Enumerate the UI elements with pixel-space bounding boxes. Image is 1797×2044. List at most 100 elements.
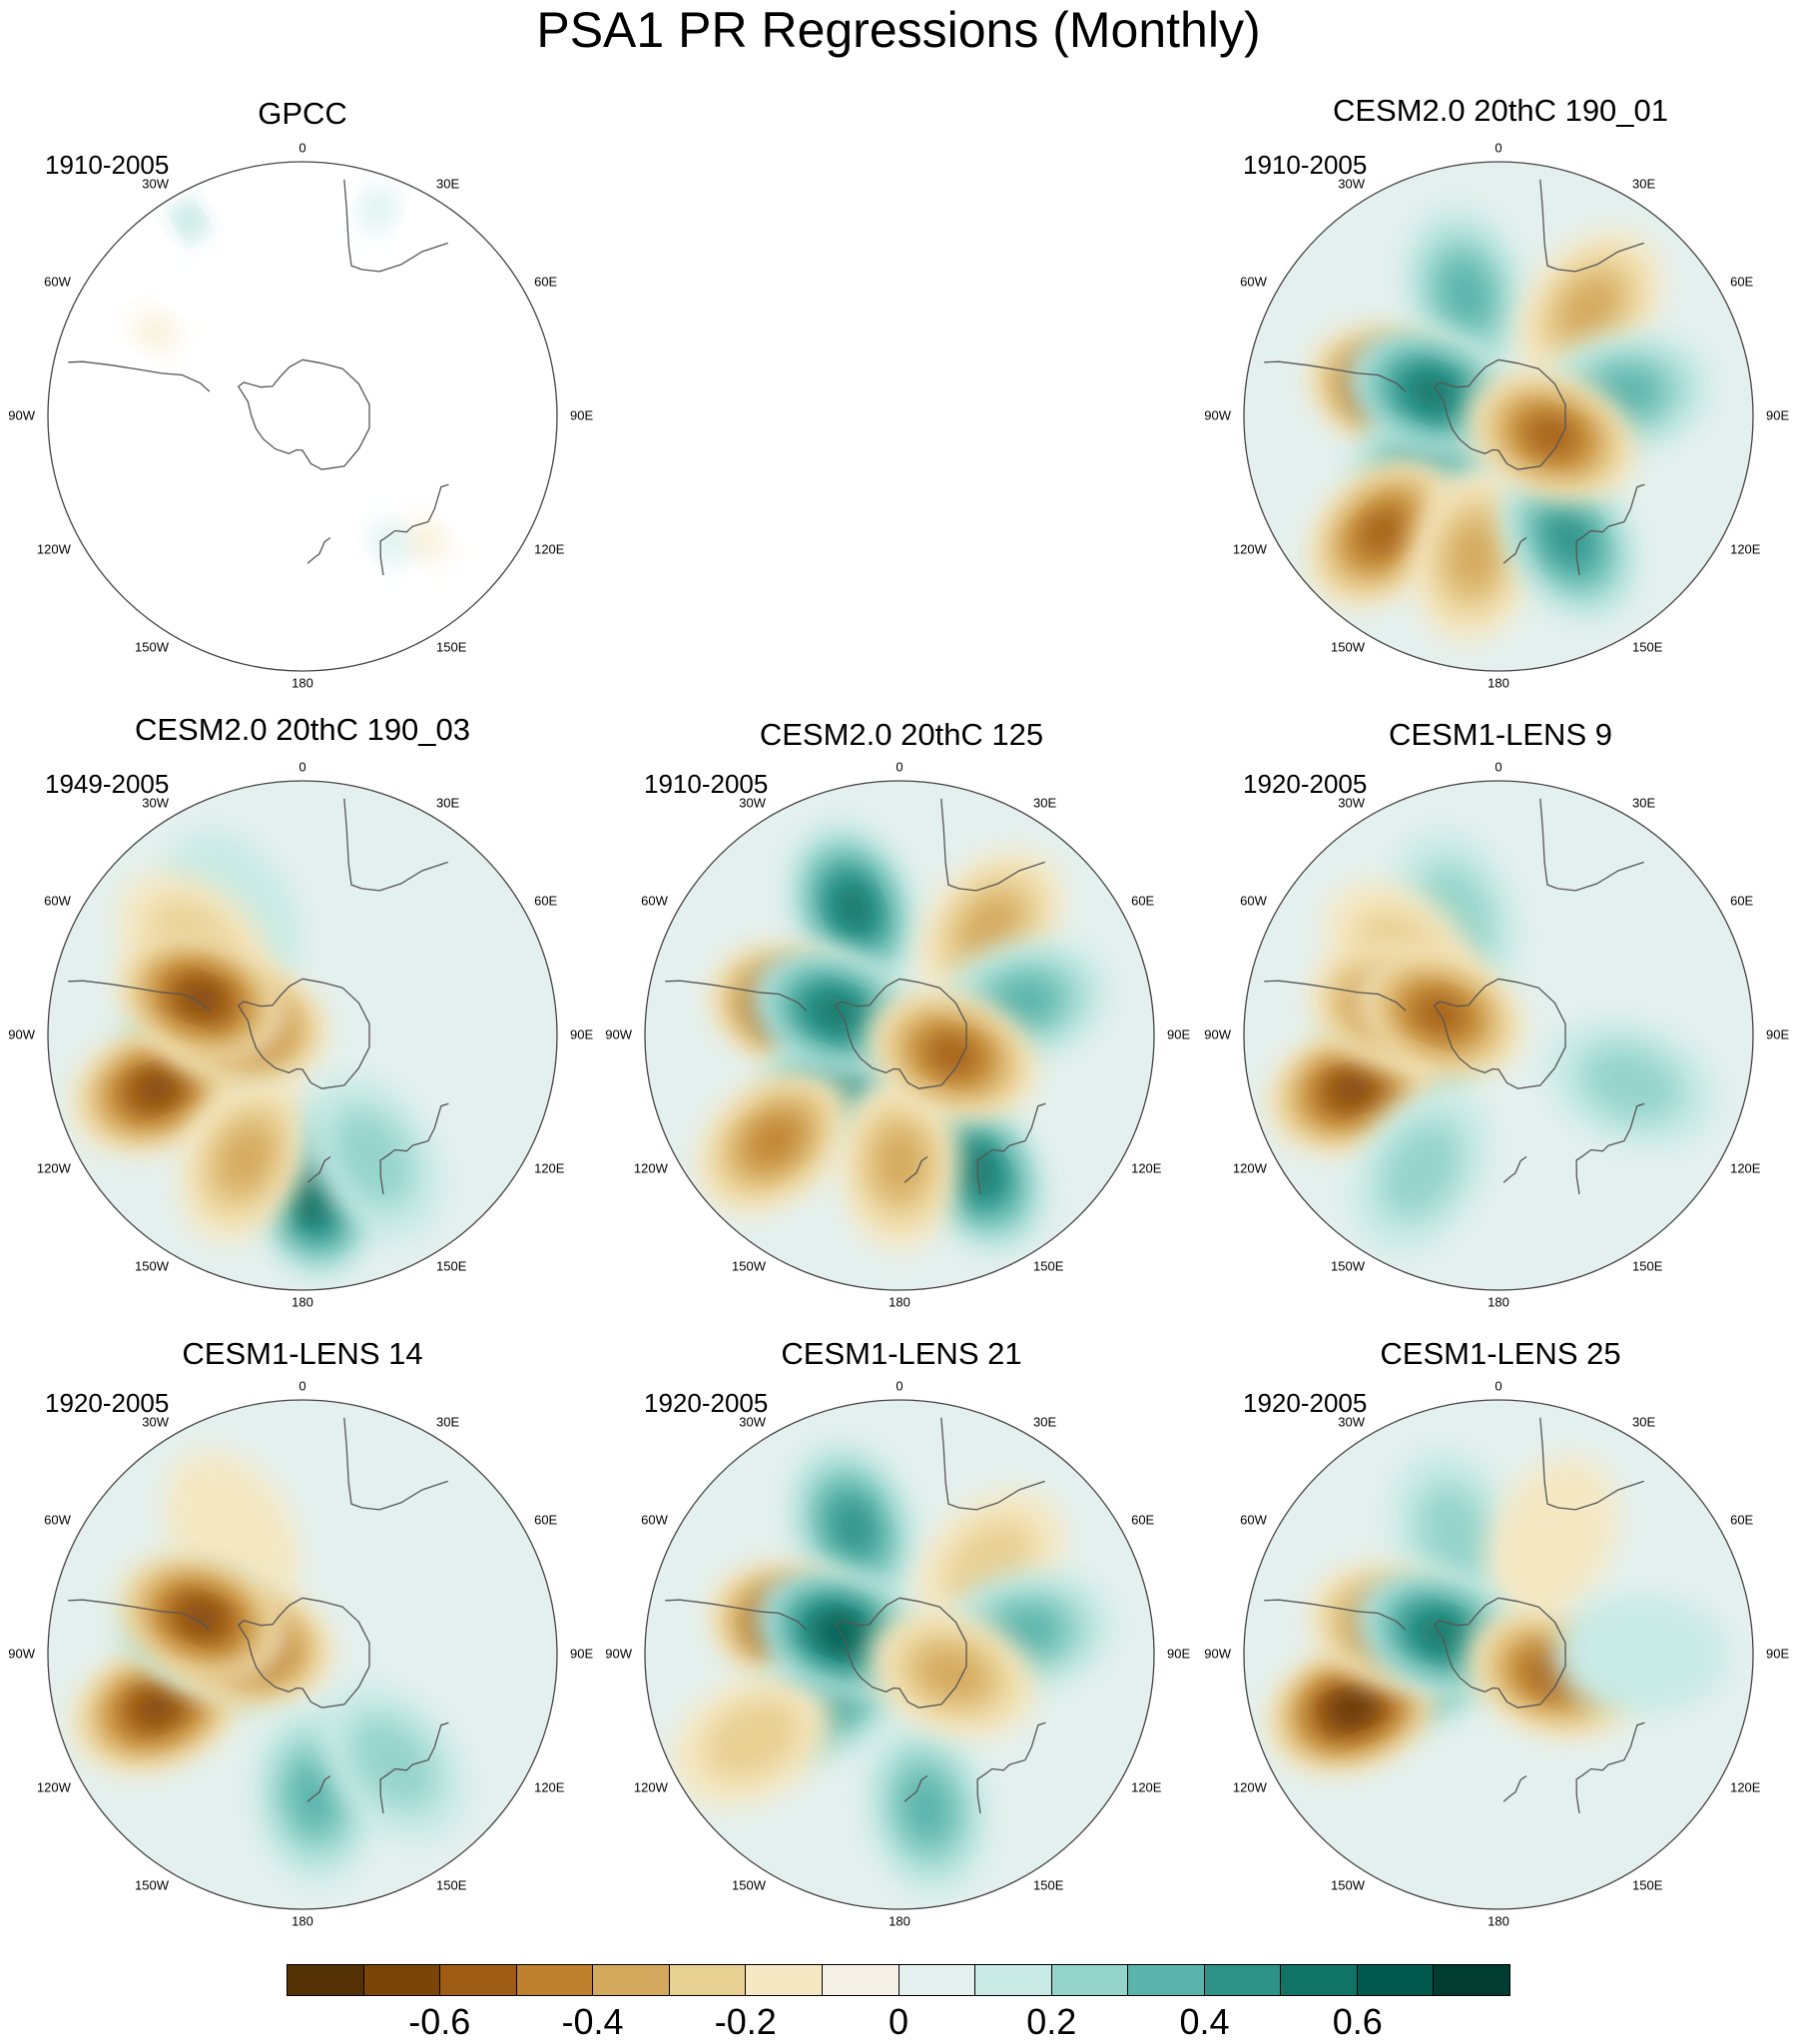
anomaly-contour — [363, 189, 393, 229]
longitude-label: 90E — [570, 407, 593, 422]
panel-title: CESM1-LENS 21 — [781, 1336, 1022, 1371]
colorbar-box — [1128, 1965, 1205, 1995]
longitude-label: 60W — [44, 1512, 71, 1527]
coastline — [665, 980, 808, 1012]
panel-title: CESM2.0 20thC 190_01 — [1332, 93, 1669, 128]
anomaly-contour — [929, 1037, 976, 1072]
map-border — [1243, 780, 1754, 1291]
panel-period: 1920-2005 — [1243, 769, 1368, 799]
longitude-label: 120W — [1233, 1160, 1268, 1175]
anomaly-contour — [1362, 511, 1404, 553]
longitude-label: 30W — [142, 176, 169, 191]
longitude-label: 60W — [44, 274, 71, 289]
page-title: PSA1 PR Regressions (Monthly) — [536, 2, 1261, 58]
colorbar-box — [1281, 1965, 1358, 1995]
anomaly-contour — [1580, 1045, 1682, 1122]
longitude-label: 120E — [534, 1779, 565, 1794]
anomaly-contour — [137, 316, 175, 347]
coastline — [237, 1597, 370, 1708]
map-border — [644, 780, 1155, 1291]
anomaly-contour — [900, 1770, 953, 1845]
longitude-label: 180 — [292, 1913, 313, 1928]
longitude-label: 180 — [889, 1913, 910, 1928]
longitude-label: 60E — [1131, 893, 1154, 908]
longitude-label: 0 — [299, 1378, 305, 1393]
longitude-label: 120E — [534, 541, 565, 556]
longitude-label: 60E — [1730, 274, 1753, 289]
panel-period: 1920-2005 — [1243, 1388, 1368, 1418]
longitude-label: 120W — [37, 1779, 72, 1794]
longitude-label: 150E — [1632, 1878, 1663, 1893]
coastline — [343, 179, 448, 273]
map-border — [1243, 161, 1754, 672]
longitude-label: 150W — [732, 1878, 767, 1893]
polar-map-cesm2-190-03: 0 30E 60E 90E 120E 150E 180 150W 120W 90W 60W 30W — [8, 759, 593, 1309]
longitude-label: 90E — [570, 1026, 593, 1041]
longitude-label: 60E — [1131, 1512, 1154, 1527]
longitude-label: 150E — [1632, 640, 1663, 655]
longitude-label: 0 — [1495, 140, 1501, 155]
longitude-label: 180 — [292, 675, 313, 690]
longitude-label: 120E — [534, 1160, 565, 1175]
longitude-label: 30E — [1632, 176, 1655, 191]
longitude-label: 150E — [1033, 1259, 1064, 1274]
longitude-label: 0 — [896, 1378, 902, 1393]
longitude-label: 60W — [44, 893, 71, 908]
longitude-label: 0 — [1495, 1378, 1501, 1393]
anomaly-contour — [703, 1699, 802, 1780]
panel-period: 1910-2005 — [45, 150, 170, 180]
longitude-label: 90W — [8, 1026, 35, 1041]
longitude-label: 180 — [889, 1294, 910, 1309]
coastline — [940, 1417, 1045, 1511]
colorbar-tick-label: 0.4 — [1179, 2001, 1230, 2042]
anomaly-contour — [375, 525, 408, 562]
colorbar — [287, 1964, 1510, 1996]
coastline — [379, 1721, 449, 1814]
anomaly-contour — [748, 1116, 800, 1165]
longitude-label: 120E — [1730, 1779, 1761, 1794]
anomaly-contour — [1333, 1073, 1373, 1103]
colorbar-ticks: -0.6 -0.4 -0.2 0 0.2 0.4 0.6 — [0, 2001, 1797, 2043]
longitude-label: 90W — [605, 1646, 632, 1661]
colorbar-box — [1357, 1965, 1435, 1995]
coastline — [237, 358, 370, 470]
longitude-label: 120W — [634, 1160, 669, 1175]
anomaly-contour — [1546, 511, 1592, 566]
coastline — [976, 1721, 1046, 1814]
coastline — [976, 1102, 1046, 1195]
colorbar-tick-label: -0.6 — [408, 2001, 471, 2042]
longitude-label: 90W — [605, 1026, 632, 1041]
longitude-label: 120W — [1233, 1779, 1268, 1794]
anomaly-contour — [1558, 275, 1621, 341]
longitude-label: 180 — [292, 1294, 313, 1309]
polar-map-cesm1-lens-25: 0 30E 60E 90E 120E 150E 180 150W 120W 90W 60W 30W — [1204, 1378, 1789, 1928]
longitude-label: 30E — [436, 176, 459, 191]
longitude-label: 90W — [1204, 407, 1231, 422]
coastline — [1433, 978, 1566, 1089]
coastline — [343, 798, 448, 892]
colorbar-box — [822, 1965, 899, 1995]
longitude-label: 150W — [732, 1259, 767, 1274]
colorbar-box — [593, 1965, 670, 1995]
longitude-label: 90W — [8, 1646, 35, 1661]
coastline — [665, 1599, 808, 1631]
panel-title: CESM2.0 20thC 190_03 — [134, 712, 471, 747]
longitude-label: 90W — [8, 407, 35, 422]
coastline — [1502, 536, 1527, 564]
longitude-label: 60W — [1240, 893, 1267, 908]
longitude-label: 60E — [534, 893, 557, 908]
longitude-label: 150W — [135, 640, 170, 655]
colorbar-tick-label: -0.2 — [714, 2001, 777, 2042]
anomaly-contour — [959, 894, 1022, 961]
coastline — [306, 1774, 331, 1802]
panel-period: 1910-2005 — [644, 769, 769, 799]
longitude-label: 150E — [1033, 1878, 1064, 1893]
anomaly-contour — [1448, 518, 1500, 593]
coastline — [1264, 1599, 1407, 1631]
longitude-label: 60E — [1730, 893, 1753, 908]
coastline — [343, 1417, 448, 1511]
map-border — [1243, 1399, 1754, 1910]
polar-map-cesm2-125: 0 30E 60E 90E 120E 150E 180 150W 120W 90W 60W 30W — [605, 759, 1190, 1309]
longitude-label: 90E — [1167, 1646, 1190, 1661]
longitude-label: 120E — [1131, 1160, 1162, 1175]
